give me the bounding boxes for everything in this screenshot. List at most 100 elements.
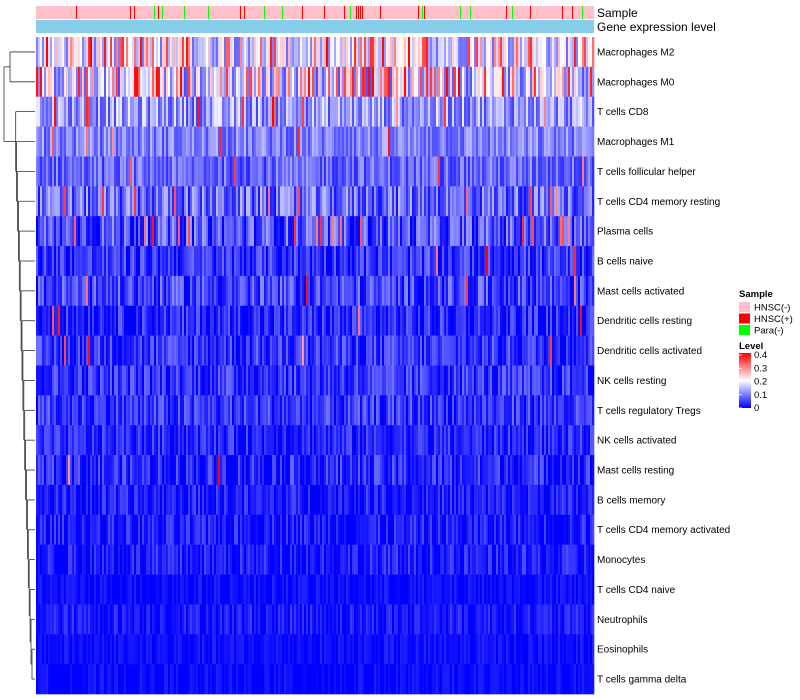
heatmap-cell: [66, 275, 69, 307]
heatmap-cell: [470, 365, 473, 396]
heatmap-cell: [112, 514, 115, 545]
heatmap-cell: [234, 126, 237, 157]
heatmap-cell: [298, 246, 301, 277]
heatmap-cell: [310, 305, 313, 336]
sample-tick: [360, 6, 361, 19]
heatmap-cell: [592, 425, 595, 456]
heatmap-cell: [430, 246, 433, 277]
heatmap-cell: [312, 66, 315, 98]
heatmap-cell: [516, 156, 519, 187]
heatmap-cell: [206, 126, 209, 157]
heatmap-cell: [346, 275, 349, 307]
heatmap-cell: [198, 305, 201, 336]
heatmap-cell: [530, 514, 533, 545]
heatmap-cell: [258, 365, 261, 396]
heatmap-cell: [536, 335, 539, 366]
heatmap-cell: [574, 425, 577, 456]
heatmap-cell: [506, 275, 509, 307]
heatmap-cell: [548, 425, 551, 456]
heatmap-cell: [312, 156, 315, 187]
heatmap-cell: [468, 275, 471, 307]
heatmap-cell: [296, 484, 299, 516]
heatmap-cell: [452, 156, 455, 187]
heatmap-cell: [334, 425, 337, 456]
heatmap-cell: [464, 246, 467, 277]
heatmap-cell: [508, 425, 511, 456]
heatmap-cell: [308, 544, 311, 575]
heatmap-cell: [470, 455, 473, 486]
heatmap-cell: [252, 216, 255, 247]
heatmap-cell: [52, 455, 55, 486]
heatmap-cell: [378, 246, 381, 277]
heatmap-cell: [154, 186, 157, 217]
heatmap-cell: [106, 126, 109, 157]
heatmap-cell: [560, 395, 563, 426]
heatmap-cell: [490, 335, 493, 366]
heatmap-cell: [362, 246, 365, 277]
heatmap-cell: [364, 37, 367, 68]
heatmap-cell: [578, 96, 581, 127]
heatmap-cell: [262, 186, 265, 217]
heatmap-cell: [92, 246, 95, 277]
heatmap-cell: [572, 335, 575, 366]
heatmap-cell: [178, 425, 181, 456]
heatmap-cell: [362, 126, 365, 157]
heatmap-cell: [414, 246, 417, 277]
heatmap-cell: [514, 455, 517, 486]
heatmap-cell: [498, 305, 501, 336]
heatmap-cell: [132, 305, 135, 336]
heatmap-cell: [272, 126, 275, 157]
heatmap-cell: [390, 246, 393, 277]
heatmap-cell: [576, 66, 579, 98]
heatmap-cell: [158, 395, 161, 426]
heatmap-cell: [378, 514, 381, 545]
heatmap-cell: [70, 395, 73, 426]
heatmap-cell: [216, 425, 219, 456]
heatmap-cell: [290, 275, 293, 307]
heatmap-cell: [342, 395, 345, 426]
heatmap-cell: [400, 96, 403, 127]
heatmap-cell: [90, 96, 93, 127]
heatmap-cell: [230, 365, 233, 396]
heatmap-cell: [550, 216, 553, 247]
heatmap-cell: [60, 514, 63, 545]
heatmap-cell: [406, 96, 409, 127]
heatmap-cell: [274, 544, 277, 575]
heatmap-cell: [226, 395, 229, 426]
heatmap-cell: [202, 395, 205, 426]
heatmap-cell: [432, 305, 435, 336]
heatmap-cell: [582, 455, 585, 486]
heatmap-cell: [342, 365, 345, 396]
heatmap-cell: [304, 246, 307, 277]
heatmap-cell: [392, 66, 395, 98]
heatmap-cell: [444, 246, 447, 277]
heatmap-cell: [412, 66, 415, 98]
heatmap-cell: [166, 365, 169, 396]
heatmap-cell: [564, 425, 567, 456]
heatmap-cell: [218, 96, 221, 127]
heatmap-cell: [518, 216, 521, 247]
heatmap-cell: [482, 126, 485, 157]
sample-tick: [302, 6, 303, 19]
heatmap-cell: [118, 275, 121, 307]
heatmap-cell: [220, 156, 223, 187]
heatmap-cell: [438, 37, 441, 68]
heatmap-cell: [416, 156, 419, 187]
heatmap-cell: [182, 216, 185, 247]
heatmap-cell: [224, 66, 227, 98]
heatmap-cell: [456, 186, 459, 217]
heatmap-cell: [282, 37, 285, 68]
heatmap-cell: [592, 275, 595, 307]
heatmap-cell: [522, 186, 525, 217]
heatmap-cell: [172, 186, 175, 217]
heatmap-cell: [66, 96, 69, 127]
heatmap-cell: [436, 305, 439, 336]
heatmap-cell: [442, 66, 445, 98]
heatmap-cell: [198, 484, 201, 516]
heatmap-cell: [82, 395, 85, 426]
heatmap-cell: [472, 275, 475, 307]
heatmap-cell: [414, 514, 417, 545]
heatmap-cell: [570, 425, 573, 456]
heatmap-cell: [368, 186, 371, 217]
heatmap-cell: [218, 425, 221, 456]
